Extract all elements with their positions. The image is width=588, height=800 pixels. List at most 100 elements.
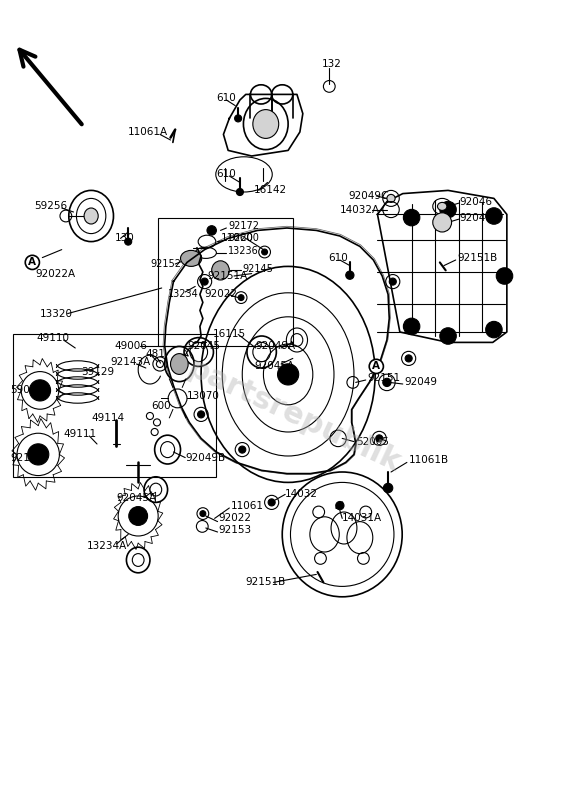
Text: 130: 130 — [115, 234, 135, 243]
Text: 49006: 49006 — [115, 341, 148, 350]
Ellipse shape — [253, 110, 279, 138]
Circle shape — [376, 435, 383, 442]
Text: 92172: 92172 — [228, 221, 259, 230]
Circle shape — [496, 268, 513, 284]
Text: 92151A: 92151A — [207, 271, 247, 281]
Text: 92049: 92049 — [405, 378, 437, 387]
Text: 92049B: 92049B — [185, 453, 225, 462]
Ellipse shape — [437, 202, 447, 210]
Text: 14032A: 14032A — [340, 205, 380, 214]
Circle shape — [35, 386, 45, 395]
Circle shape — [200, 510, 206, 517]
Text: 13234A: 13234A — [87, 541, 127, 550]
Text: 52005: 52005 — [356, 437, 389, 446]
Circle shape — [383, 378, 391, 386]
Circle shape — [389, 278, 396, 285]
Bar — [158, 218, 293, 346]
Text: partsrepublik: partsrepublik — [183, 354, 405, 478]
Text: 92151B: 92151B — [457, 253, 497, 262]
Circle shape — [486, 208, 502, 224]
Text: 49110: 49110 — [36, 333, 69, 342]
Text: 92152: 92152 — [150, 259, 181, 269]
Text: 59051: 59051 — [11, 386, 44, 395]
Ellipse shape — [212, 261, 229, 280]
Circle shape — [346, 271, 354, 279]
Ellipse shape — [171, 354, 188, 374]
Text: 92143A: 92143A — [111, 357, 151, 366]
Text: 14031A: 14031A — [342, 514, 382, 523]
Text: 13234: 13234 — [168, 290, 198, 299]
Circle shape — [239, 446, 246, 453]
Text: 92045: 92045 — [187, 341, 220, 350]
Circle shape — [440, 328, 456, 344]
Text: 92022A: 92022A — [35, 269, 75, 278]
Circle shape — [238, 294, 244, 301]
Text: 49114: 49114 — [91, 413, 124, 422]
Circle shape — [236, 189, 243, 195]
Circle shape — [207, 226, 216, 235]
Text: 92153: 92153 — [219, 525, 252, 534]
Text: 610: 610 — [216, 170, 236, 179]
Circle shape — [28, 444, 49, 465]
Circle shape — [407, 214, 416, 222]
Text: 49111: 49111 — [64, 429, 96, 438]
Text: 92143: 92143 — [11, 453, 44, 462]
Circle shape — [486, 322, 502, 338]
Text: 92045A: 92045A — [116, 493, 156, 502]
Text: 39129: 39129 — [81, 367, 114, 377]
Text: 92046: 92046 — [460, 197, 493, 206]
Text: 13236: 13236 — [228, 246, 259, 256]
Text: A: A — [372, 362, 380, 371]
Circle shape — [383, 483, 393, 493]
Circle shape — [262, 249, 268, 255]
Text: 59256: 59256 — [34, 202, 67, 211]
Text: 92145: 92145 — [242, 264, 273, 274]
Circle shape — [125, 238, 132, 245]
Text: 92022: 92022 — [205, 290, 238, 299]
Text: 132: 132 — [322, 59, 342, 69]
Text: 13070: 13070 — [187, 391, 220, 401]
Ellipse shape — [433, 213, 452, 232]
Circle shape — [129, 506, 148, 526]
Text: 11061A: 11061A — [128, 127, 168, 137]
Text: 92200: 92200 — [228, 234, 259, 243]
Circle shape — [235, 115, 242, 122]
Ellipse shape — [84, 208, 98, 224]
Text: 16142: 16142 — [254, 186, 287, 195]
Circle shape — [336, 502, 344, 510]
Circle shape — [29, 380, 51, 401]
Text: 92022: 92022 — [219, 514, 252, 523]
Bar — [13, 334, 216, 477]
Circle shape — [407, 322, 416, 330]
Text: 92049C: 92049C — [348, 191, 389, 201]
Circle shape — [405, 355, 412, 362]
Circle shape — [444, 332, 452, 340]
Circle shape — [278, 364, 299, 385]
Circle shape — [490, 326, 498, 334]
Text: 600: 600 — [152, 402, 171, 411]
Text: 92151B: 92151B — [246, 578, 286, 587]
Circle shape — [490, 212, 498, 220]
Text: 11061: 11061 — [230, 501, 263, 510]
Text: 11061B: 11061B — [409, 455, 449, 465]
Text: 610: 610 — [216, 93, 236, 102]
Circle shape — [268, 499, 275, 506]
Circle shape — [500, 272, 509, 280]
Text: 16115: 16115 — [213, 330, 246, 339]
Text: 92049A: 92049A — [256, 341, 296, 350]
Text: 11060: 11060 — [220, 234, 253, 243]
Circle shape — [198, 411, 205, 418]
Text: 92151: 92151 — [368, 373, 400, 382]
Text: 481: 481 — [146, 349, 166, 358]
Circle shape — [201, 278, 208, 285]
Text: 92045A: 92045A — [254, 362, 294, 371]
Text: 13320: 13320 — [40, 309, 73, 318]
Circle shape — [403, 210, 420, 226]
Text: 92046A: 92046A — [460, 213, 500, 222]
Text: 14032: 14032 — [285, 490, 318, 499]
Circle shape — [444, 206, 452, 214]
Circle shape — [440, 202, 456, 218]
Circle shape — [403, 318, 420, 334]
Ellipse shape — [181, 250, 202, 266]
Text: A: A — [28, 258, 36, 267]
